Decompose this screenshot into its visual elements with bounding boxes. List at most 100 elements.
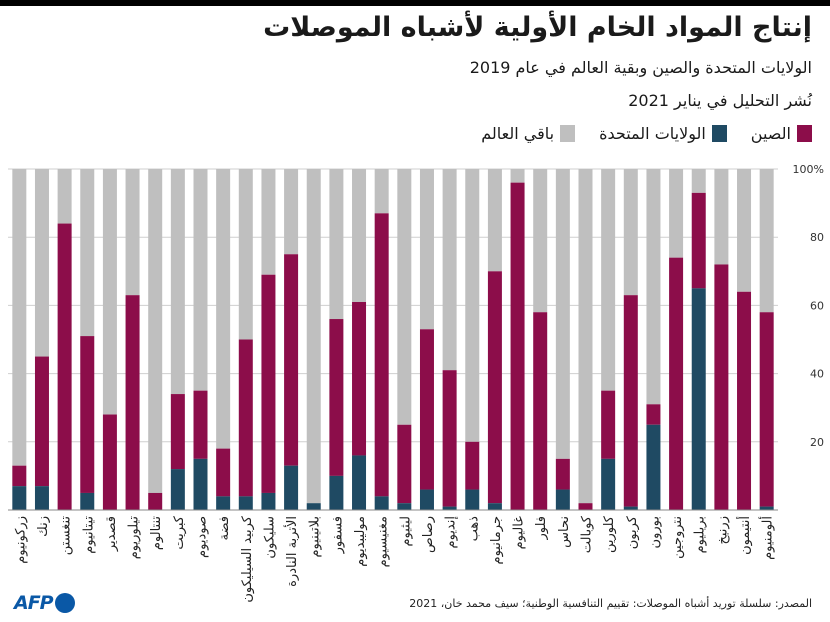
bar-china <box>465 441 480 490</box>
bar-rest-of-world <box>352 169 367 302</box>
category-label: كلورين <box>602 515 617 553</box>
bar-usa <box>329 475 344 510</box>
bar-rest-of-world <box>646 169 661 405</box>
publication-date: نُشر التحليل في يناير 2021 <box>628 91 812 110</box>
bar-rest-of-world <box>261 169 276 275</box>
bar-china <box>57 223 72 510</box>
bar-china <box>125 295 140 510</box>
bar-usa <box>759 506 774 510</box>
afp-logo: AFP <box>14 592 75 614</box>
category-label: الأتربة النادرة <box>283 516 300 587</box>
legend-swatch-china <box>797 125 812 142</box>
bar-china <box>148 492 163 510</box>
bar-rest-of-world <box>12 169 27 466</box>
bar-china <box>623 295 638 507</box>
bar-china <box>578 503 593 510</box>
bar-china <box>397 424 412 504</box>
bar-rest-of-world <box>759 169 774 313</box>
bar-china <box>533 312 548 510</box>
category-label: تنغستن <box>59 516 74 556</box>
category-label: قصدير <box>104 516 119 552</box>
bar-usa <box>34 486 49 510</box>
legend-item-china: الصين <box>751 124 812 143</box>
bar-rest-of-world <box>170 169 185 395</box>
bar-china <box>216 448 231 497</box>
category-label: بريليوم <box>693 516 708 553</box>
y-tick-label: 20 <box>810 436 824 449</box>
bar-china <box>80 336 95 493</box>
bar-usa <box>555 489 570 510</box>
bar-rest-of-world <box>419 169 434 330</box>
bar-rest-of-world <box>465 169 480 442</box>
bar-rest-of-world <box>533 169 548 313</box>
category-label: فلور <box>534 516 549 541</box>
bar-usa <box>646 424 661 510</box>
bar-usa <box>601 458 616 510</box>
bar-rest-of-world <box>397 169 412 425</box>
category-label: غاليوم <box>512 516 527 550</box>
category-label: فضة <box>217 516 232 540</box>
category-label: كوبالت <box>580 515 595 553</box>
category-label: رصاص <box>421 516 436 553</box>
y-tick-label: 80 <box>810 231 824 244</box>
bar-china <box>193 390 208 459</box>
y-tick-label: 60 <box>810 299 824 312</box>
bar-china <box>12 465 27 487</box>
category-label: أنتيمون <box>736 516 753 555</box>
category-label: نتروجين <box>670 516 685 559</box>
category-label: زركونيوم <box>13 516 28 564</box>
bar-rest-of-world <box>329 169 344 320</box>
bar-china <box>646 404 661 425</box>
bar-usa <box>397 503 412 510</box>
bar-usa <box>12 486 27 510</box>
bar-china <box>170 394 185 470</box>
bar-rest-of-world <box>623 169 638 296</box>
source-note: المصدر: سلسلة توريد أشباه الموصلات: تقيي… <box>409 597 812 610</box>
bar-china <box>34 356 49 487</box>
legend-swatch-usa <box>711 125 727 142</box>
category-label: بورون <box>647 516 662 548</box>
category-label: زرنيخ <box>715 516 730 545</box>
category-label: كربيد السيليكون <box>240 515 255 602</box>
category-label: بلاتينيوم <box>308 516 323 558</box>
bar-rest-of-world <box>601 169 616 391</box>
legend-label-usa: الولايات المتحدة <box>599 124 706 143</box>
bar-china <box>555 458 570 490</box>
bar-rest-of-world <box>102 169 117 415</box>
bar-rest-of-world <box>737 169 752 292</box>
bar-usa <box>284 465 299 510</box>
bar-usa <box>352 455 367 510</box>
category-label: مغنيسيوم <box>376 516 391 567</box>
bar-china <box>261 274 276 493</box>
bar-usa <box>374 496 389 510</box>
chart-title: إنتاج المواد الخام الأولية لأشباه الموصل… <box>263 12 812 43</box>
category-label: موليبديوم <box>353 516 368 567</box>
y-tick-label: 100% <box>793 163 824 176</box>
bar-china <box>510 182 525 510</box>
bar-rest-of-world <box>57 169 72 224</box>
bar-rest-of-world <box>306 169 321 504</box>
afp-logo-dot <box>54 593 75 613</box>
bar-china <box>102 414 117 510</box>
legend: الصين الولايات المتحدة باقي العالم <box>457 124 812 143</box>
category-label: إنديوم <box>444 516 459 548</box>
category-label: فسفور <box>330 516 345 554</box>
bar-rest-of-world <box>284 169 299 255</box>
bar-china <box>329 319 344 476</box>
bar-usa <box>623 506 638 510</box>
bar-china <box>691 192 706 289</box>
category-label: تنتالوم <box>149 516 164 551</box>
bar-usa <box>80 492 95 510</box>
bar-usa <box>238 496 253 510</box>
bar-rest-of-world <box>555 169 570 459</box>
bar-usa <box>216 496 231 510</box>
bar-china <box>374 213 389 497</box>
bar-rest-of-world <box>510 169 525 183</box>
bar-usa <box>691 288 706 510</box>
bar-china <box>714 264 729 510</box>
bar-usa <box>170 469 185 510</box>
bar-usa <box>193 458 208 510</box>
bar-rest-of-world <box>374 169 389 214</box>
category-label: نحاس <box>557 516 572 548</box>
